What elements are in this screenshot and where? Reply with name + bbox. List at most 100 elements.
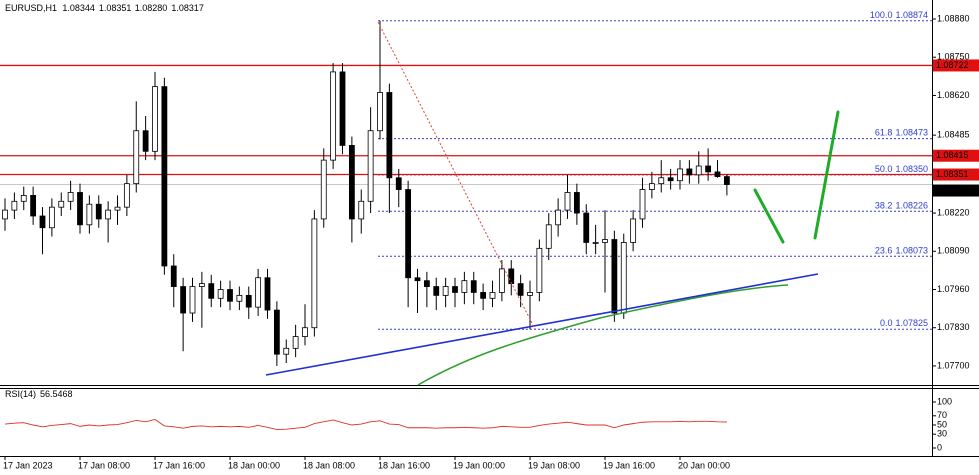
candle-body: [180, 286, 187, 314]
y-tick-label: 1.07700: [937, 360, 970, 370]
candle-body: [189, 286, 196, 314]
candle-body: [433, 286, 440, 296]
current-price-tag: [933, 184, 979, 197]
candle-body: [30, 195, 37, 217]
candle-body: [395, 177, 402, 190]
candle-body: [292, 336, 299, 349]
candle-body: [723, 176, 730, 185]
candle-body: [573, 192, 580, 214]
level-tag-label: 1.08415: [936, 150, 969, 160]
candle-body: [639, 189, 646, 220]
fib-level-text: 38.2: [875, 201, 893, 211]
x-tick-label: 17 Jan 2023: [3, 460, 53, 470]
candle-body: [564, 192, 571, 211]
candle-body: [442, 286, 449, 296]
y-tick-label: 1.07960: [937, 284, 970, 294]
candle-body: [273, 309, 280, 355]
candle-body: [161, 86, 168, 267]
current-price-label: 1.08317: [936, 185, 969, 195]
y-tick-label: 1.08220: [937, 207, 970, 217]
candle-body: [320, 159, 327, 220]
x-tick-label: 19 Jan 16:00: [603, 460, 655, 470]
candle-body: [480, 292, 487, 299]
candle-body: [592, 242, 599, 244]
rsi-header: RSI(14) 56.5468: [5, 389, 73, 399]
x-tick-label: 17 Jan 08:00: [78, 460, 130, 470]
symbol: EURUSD,H1: [5, 3, 57, 13]
candle-body: [630, 218, 637, 243]
candle-body: [95, 203, 102, 220]
chart-layer: 1.08880 1.08750 1.08620 1.08485 1.08220 1.080…: [0, 10, 979, 470]
candle-body: [667, 177, 674, 182]
candle-body: [302, 327, 308, 337]
y-tick-label: 1.08620: [937, 90, 970, 100]
candle-body: [508, 268, 515, 285]
candle-body: [152, 86, 158, 152]
candle-body: [583, 212, 590, 243]
fib-label: 0.0 1.07825: [880, 319, 928, 329]
moving-average: [417, 284, 789, 386]
y-tick-label: 1.08880: [937, 13, 970, 23]
x-tick-label: 19 Jan 08:00: [528, 460, 580, 470]
fib-label: 38.2 1.08226: [875, 201, 928, 211]
fib-level-text: 0.0: [880, 319, 893, 329]
fib-price-text: 1.07825: [895, 319, 928, 329]
candle-body: [39, 215, 46, 229]
candle-body: [86, 203, 93, 226]
x-tick-label: 18 Jan 00:00: [228, 460, 280, 470]
candle-body: [405, 189, 412, 279]
candle-body: [705, 165, 712, 173]
trend-line: [265, 273, 819, 376]
y-tick-label: 1.07830: [937, 322, 970, 332]
candle-body: [339, 71, 346, 146]
candle-body: [311, 218, 318, 329]
candle-body: [386, 92, 393, 179]
candle-body: [348, 145, 355, 220]
candle-body: [545, 224, 552, 249]
fib-label: 50.0 1.08350: [875, 164, 928, 174]
candle-body: [123, 183, 130, 208]
rsi-line: [4, 418, 727, 431]
candle-body: [620, 242, 627, 314]
fib-price-text: 1.08226: [895, 201, 928, 211]
candle-body: [2, 209, 8, 220]
x-tick-label: 18 Jan 08:00: [303, 460, 355, 470]
fib-level-text: 100.0: [870, 10, 893, 20]
projection-arrow: [813, 110, 840, 240]
fib-label: 23.6 1.08073: [875, 246, 928, 256]
candle-body: [452, 286, 458, 293]
level-tag-label: 1.08351: [936, 169, 969, 179]
candle-body: [105, 209, 112, 220]
fib-level-text: 23.6: [875, 246, 893, 256]
candle-body: [245, 294, 252, 308]
rsi-name: RSI(14): [5, 389, 36, 399]
ohlc-high: 1.08351: [99, 3, 132, 13]
x-tick-label: 18 Jan 16:00: [378, 460, 430, 470]
candle-body: [170, 265, 177, 287]
candle-body: [611, 239, 618, 314]
candle-body: [133, 130, 140, 185]
level-tag-label: 1.08722: [936, 60, 969, 70]
candle-body: [714, 171, 721, 177]
candle-body: [686, 168, 693, 176]
candle-body: [217, 289, 224, 299]
candle-body: [67, 192, 74, 202]
candle-body: [283, 347, 290, 355]
candle-body: [555, 209, 562, 226]
candle-body: [377, 92, 383, 132]
candle-body: [470, 280, 477, 293]
level-tag: [933, 59, 979, 72]
y-tick-label: 1.08485: [937, 130, 970, 140]
candle-body: [58, 200, 65, 208]
rsi-tick-label: 100: [937, 396, 952, 406]
fib-level-text: 50.0: [875, 164, 893, 174]
candle-body: [658, 177, 665, 185]
candle-body: [20, 195, 27, 202]
candle-body: [423, 280, 430, 287]
candle-body: [677, 168, 683, 182]
candle-body: [367, 130, 374, 202]
level-tag: [933, 168, 979, 181]
fib-price-text: 1.08874: [895, 10, 928, 20]
